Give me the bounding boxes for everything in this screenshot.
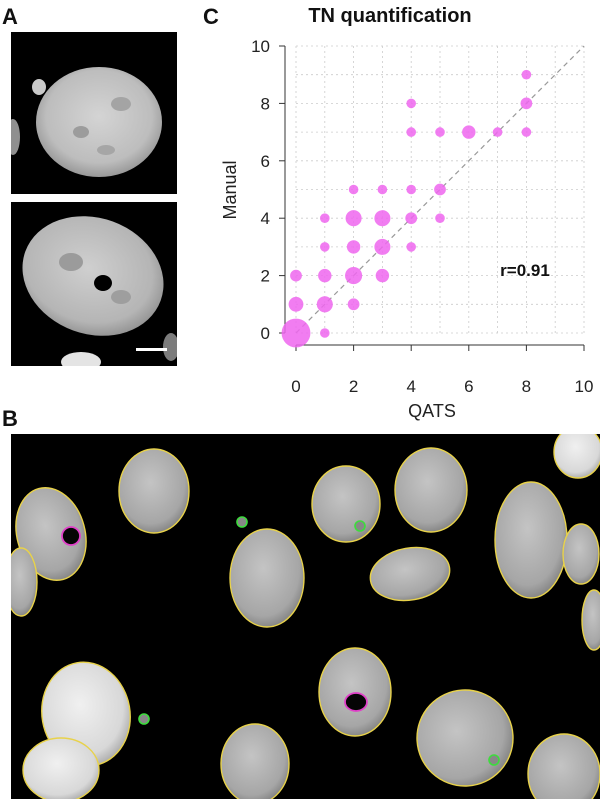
nucleus-outline <box>494 481 568 599</box>
data-point <box>374 238 391 255</box>
data-point <box>406 98 416 109</box>
data-point <box>521 127 532 137</box>
data-point <box>375 268 390 283</box>
toxic-nucleus-outline <box>61 526 81 546</box>
data-point <box>347 298 360 311</box>
chart-grid <box>295 45 585 334</box>
y-tick-label: 6 <box>261 152 270 171</box>
nucleus-outline <box>220 723 290 799</box>
scatter-chart: TN quantification 0 2 4 6 8 10 0 2 4 6 8 10 QATS Ma… <box>220 5 593 421</box>
x-axis-label: QATS <box>408 401 456 421</box>
micrograph-b <box>11 434 600 799</box>
x-tick-label: 2 <box>349 377 358 396</box>
x-tick-label: 8 <box>522 377 531 396</box>
nucleus-outline <box>15 487 87 581</box>
data-point <box>492 127 503 137</box>
nucleus-outline <box>318 647 392 737</box>
nucleus-outline <box>11 547 38 617</box>
panel-label-a: A <box>2 4 18 29</box>
data-point <box>434 183 446 196</box>
chart-title: TN quantification <box>308 5 471 27</box>
data-point <box>320 328 330 338</box>
data-point <box>521 69 532 80</box>
y-tick-label: 4 <box>261 209 270 228</box>
x-tick-label: 6 <box>464 377 473 396</box>
data-point <box>345 210 362 227</box>
x-tick-label: 4 <box>406 377 415 396</box>
toxic-nucleus-outline <box>344 692 368 712</box>
nucleus-outline <box>311 465 381 543</box>
correlation-annotation: r=0.91 <box>500 261 550 280</box>
data-point <box>288 296 304 312</box>
nucleus-outline <box>416 689 514 787</box>
data-point <box>281 318 311 348</box>
y-axis-label: Manual <box>220 160 240 219</box>
data-point <box>462 125 476 139</box>
data-point <box>406 127 416 137</box>
data-point <box>346 240 361 254</box>
data-point <box>316 296 333 313</box>
micrograph-a-bottom <box>11 202 177 366</box>
data-point <box>374 210 391 227</box>
segmentation-field <box>11 434 600 799</box>
data-point <box>435 127 445 137</box>
micronucleus-outline <box>236 516 248 528</box>
nucleus-outline <box>229 528 305 628</box>
chart-points <box>281 69 533 348</box>
data-point <box>377 184 388 195</box>
reference-line <box>295 45 585 334</box>
data-point <box>405 212 418 225</box>
nucleus-outline <box>22 737 100 799</box>
scale-bar <box>136 348 167 351</box>
nucleus-image-bottom <box>22 216 177 366</box>
nucleus-outline <box>394 447 468 533</box>
panel-label-c: C <box>203 4 219 29</box>
data-point <box>318 268 332 283</box>
data-point <box>320 213 330 223</box>
panel-label-b: B <box>2 406 18 431</box>
data-point <box>345 267 363 285</box>
y-tick-label: 8 <box>261 94 270 113</box>
x-tick-label: 0 <box>291 377 300 396</box>
data-point <box>435 213 445 223</box>
data-point <box>406 184 416 195</box>
nucleus-image-top <box>11 67 162 177</box>
nucleus-outline <box>369 546 451 602</box>
y-tick-label: 2 <box>261 267 270 286</box>
data-point <box>406 242 416 252</box>
nucleus-outline <box>581 589 600 651</box>
y-tick-label: 0 <box>261 324 270 343</box>
micronucleus-outline <box>138 713 150 725</box>
nucleus-outline <box>118 448 190 534</box>
chart-axes: 0 2 4 6 8 10 0 2 4 6 8 10 <box>251 37 593 396</box>
data-point <box>348 184 359 195</box>
micronucleus-outline <box>488 754 500 766</box>
nucleus-outline <box>553 434 600 479</box>
data-point <box>320 242 330 252</box>
x-tick-label: 10 <box>575 377 594 396</box>
micrograph-a-top <box>11 32 177 194</box>
nucleus-outline <box>562 523 600 585</box>
nucleus-outline <box>527 733 600 799</box>
micronucleus-outline <box>354 520 366 532</box>
data-point <box>520 97 533 110</box>
y-tick-label: 10 <box>251 37 270 56</box>
data-point <box>290 269 302 282</box>
